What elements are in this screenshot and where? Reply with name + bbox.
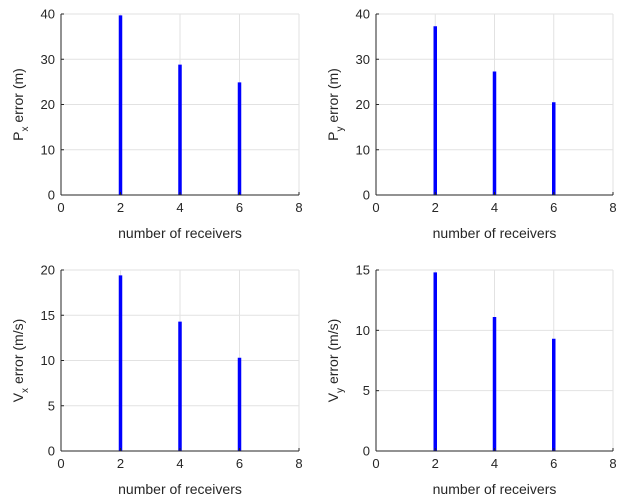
chart-panel-1: 0 2 4 6 8 0 10 20 30 40 number of receivers Px erro… <box>10 7 303 242</box>
y-tick-label: 15 <box>356 263 370 278</box>
x-tick-label: 2 <box>117 456 124 471</box>
y-tick-label: 0 <box>48 444 55 459</box>
x-tick-label: 8 <box>295 200 302 215</box>
x-tick-label: 0 <box>57 200 64 215</box>
x-tick-label: 2 <box>117 200 124 215</box>
x-tick-label: 4 <box>491 456 498 471</box>
x-tick-label: 0 <box>57 456 64 471</box>
x-tick-label: 6 <box>236 200 243 215</box>
y-tick-label: 40 <box>356 7 370 22</box>
x-tick-label: 8 <box>609 200 616 215</box>
x-tick-label: 2 <box>432 456 439 471</box>
y-tick-label: 5 <box>48 398 55 413</box>
x-tick-label: 6 <box>550 200 557 215</box>
y-tick-label: 10 <box>41 353 55 368</box>
y-tick-label: 0 <box>363 188 370 203</box>
x-tick-label: 8 <box>295 456 302 471</box>
chart-panel-2: 0 2 4 6 8 0 10 20 30 40 number of receivers Py erro… <box>325 7 617 242</box>
y-tick-label: 20 <box>356 97 370 112</box>
x-tick-label: 0 <box>372 200 379 215</box>
y-axis-label: Py error (m) <box>325 68 346 141</box>
y-tick-label: 5 <box>363 383 370 398</box>
x-axis-label: number of receivers <box>433 481 557 497</box>
x-tick-label: 0 <box>372 456 379 471</box>
y-tick-label: 30 <box>41 52 55 67</box>
x-tick-label: 4 <box>176 200 183 215</box>
y-tick-label: 10 <box>41 142 55 157</box>
y-axis-label: Px error (m) <box>10 68 31 141</box>
x-axis-label: number of receivers <box>118 481 242 497</box>
x-tick-label: 4 <box>176 456 183 471</box>
y-tick-label: 40 <box>41 7 55 22</box>
x-tick-label: 6 <box>236 456 243 471</box>
x-tick-label: 6 <box>550 456 557 471</box>
y-tick-label: 30 <box>356 52 370 67</box>
y-axis-label: Vx error (m/s) <box>10 319 31 403</box>
x-tick-label: 8 <box>609 456 616 471</box>
y-tick-label: 10 <box>356 323 370 338</box>
y-tick-label: 0 <box>363 444 370 459</box>
y-axis-label: Vy error (m/s) <box>325 319 346 403</box>
y-tick-label: 10 <box>356 142 370 157</box>
chart-panel-4: 0 2 4 6 8 0 5 10 15 number of receivers Vy error (… <box>325 263 617 498</box>
x-axis-label: number of receivers <box>118 225 242 241</box>
y-tick-label: 20 <box>41 263 55 278</box>
y-tick-label: 20 <box>41 97 55 112</box>
y-tick-label: 15 <box>41 308 55 323</box>
x-tick-label: 4 <box>491 200 498 215</box>
x-tick-label: 2 <box>432 200 439 215</box>
x-axis-label: number of receivers <box>433 225 557 241</box>
y-tick-label: 0 <box>48 188 55 203</box>
chart-panel-3: 0 2 4 6 8 0 5 10 15 20 number of receivers Vx error… <box>10 263 303 498</box>
